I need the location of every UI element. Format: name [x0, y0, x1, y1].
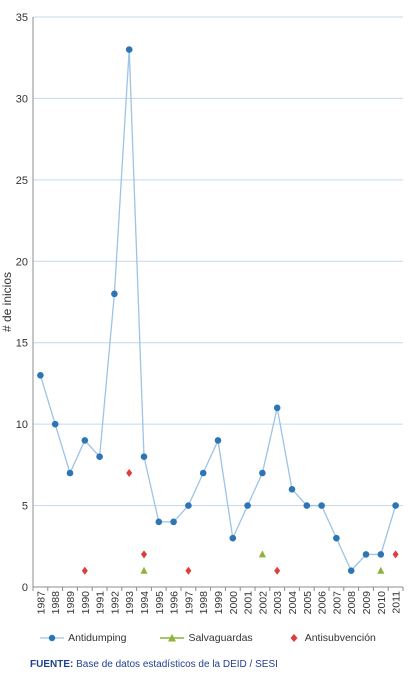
antidumping-point — [377, 551, 385, 558]
antidumping-point — [362, 551, 370, 558]
antisubvencion-point — [126, 469, 133, 477]
x-tick-label: 2006 — [317, 591, 329, 615]
antisubvencion-point — [141, 550, 147, 559]
antidumping-point — [259, 469, 266, 477]
legend-label-antidumping: Antidumping — [68, 632, 127, 644]
legend-label-antisubvencion: Antisubvención — [304, 632, 376, 644]
antidumping-point — [303, 502, 311, 509]
antidumping-point — [170, 518, 177, 526]
antidumping-point — [96, 453, 103, 461]
antisubvencion-point — [274, 566, 281, 575]
x-tick-label: 1987 — [35, 591, 47, 615]
source-note: FUENTE: Base de datos estadísticos de la… — [30, 659, 278, 670]
antidumping-point — [111, 290, 118, 298]
x-tick-label: 1993 — [124, 591, 136, 615]
antidumping-line — [39, 49, 397, 572]
x-tick-label: 2005 — [302, 591, 314, 615]
salvaguardas-legend-swatch — [160, 634, 185, 642]
x-tick-label: 2007 — [331, 591, 343, 615]
salvaguardas-point — [140, 566, 148, 574]
source-text: Base de datos estadísticos de la DEID / … — [73, 659, 278, 670]
y-tick-label: 5 — [22, 501, 28, 513]
antidumping-legend-swatch — [40, 634, 65, 642]
y-tick-label: 10 — [16, 419, 28, 431]
y-tick-label: 0 — [22, 582, 28, 594]
legend-item-antidumping: Antidumping — [40, 629, 126, 647]
legend-item-antisubvencion: Antisubvención — [287, 629, 376, 647]
salvaguardas-point — [258, 550, 266, 558]
x-tick-label: 2001 — [243, 591, 255, 615]
x-tick-label: 2003 — [272, 591, 284, 615]
x-tick-label: 1991 — [95, 591, 107, 615]
x-tick-label: 1997 — [183, 591, 195, 615]
legend: Antidumping Salvaguardas Antisubvención — [0, 629, 416, 647]
x-tick-label: 2002 — [257, 591, 269, 615]
x-tick-label: 2000 — [228, 591, 240, 615]
source-lead: FUENTE: — [30, 659, 74, 670]
antidumping-point — [140, 453, 148, 461]
x-tick-label: 1988 — [50, 591, 62, 615]
antidumping-point — [318, 502, 325, 509]
antidumping-point — [37, 371, 44, 379]
x-tick-label: 1994 — [139, 591, 151, 615]
y-tick-label: 20 — [16, 256, 28, 268]
salvaguardas-point — [377, 566, 385, 574]
x-tick-label: 1998 — [198, 591, 210, 615]
legend-label-salvaguardas: Salvaguardas — [188, 632, 253, 644]
legend-item-salvaguardas: Salvaguardas — [160, 629, 253, 647]
antidumping-point — [81, 437, 89, 444]
x-tick-label: 2009 — [361, 591, 373, 615]
x-tick-label: 2010 — [376, 591, 388, 615]
antidumping-point — [288, 485, 296, 493]
antidumping-point — [392, 502, 399, 509]
x-axis-ticks: 1987 1988 1989 1990 1991 1992 1993 1994 1995 1996… — [35, 591, 402, 615]
antidumping-point — [244, 502, 251, 509]
x-tick-label: 1990 — [80, 591, 92, 615]
series-layer — [37, 46, 399, 575]
antidumping-point — [214, 437, 222, 444]
antisubvencion-point — [392, 550, 399, 559]
antisubvencion-legend-swatch — [290, 634, 298, 642]
gridlines — [33, 16, 403, 507]
y-tick-label: 35 — [16, 12, 28, 24]
x-tick-label: 1989 — [65, 591, 77, 615]
antidumping-point — [155, 518, 163, 526]
x-tick-label: 1996 — [169, 591, 181, 615]
x-tick-label: 2004 — [287, 591, 299, 615]
antidumping-point — [125, 46, 133, 53]
antidumping-point — [333, 534, 340, 542]
y-tick-label: 15 — [16, 338, 28, 350]
antidumping-point — [347, 567, 355, 575]
antidumping-point — [199, 469, 207, 477]
antisubvencion-point — [81, 566, 88, 575]
antidumping-point — [51, 420, 59, 428]
antidumping-point — [273, 404, 281, 412]
y-axis-ticks: 0 5 10 15 20 25 30 35 — [16, 12, 28, 594]
x-tick-label: 2011 — [391, 591, 403, 614]
x-tick-label: 1992 — [109, 591, 121, 615]
x-tick-label: 1999 — [213, 591, 225, 615]
y-tick-label: 30 — [16, 93, 28, 105]
antidumping-point — [229, 534, 237, 542]
antidumping-point — [185, 502, 192, 509]
y-axis-label: # de inicios — [0, 272, 14, 332]
x-tick-label: 2008 — [346, 591, 358, 615]
x-tick-label: 1995 — [154, 591, 166, 615]
antisubvencion-point — [185, 566, 192, 575]
y-tick-label: 25 — [16, 175, 28, 187]
axes — [32, 17, 404, 591]
antidumping-point — [66, 469, 74, 477]
